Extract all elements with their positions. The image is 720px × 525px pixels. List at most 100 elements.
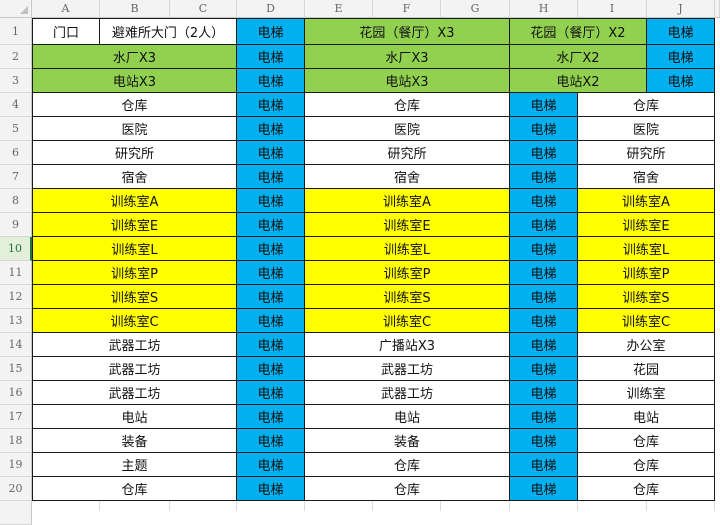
column-header-h[interactable]: H (510, 0, 578, 18)
column-header-c[interactable]: C (170, 0, 237, 18)
cell-e12[interactable]: 训练室S (305, 285, 510, 309)
row-header-10[interactable]: 10 (0, 237, 32, 261)
cell-i13[interactable]: 训练室C (578, 309, 715, 333)
cell-d10[interactable]: 电梯 (237, 237, 305, 261)
cell-d13[interactable]: 电梯 (237, 309, 305, 333)
cell-a16[interactable]: 武器工坊 (32, 381, 237, 405)
cell-h13[interactable]: 电梯 (510, 309, 578, 333)
cell-i16[interactable]: 训练室 (578, 381, 715, 405)
row-header-15[interactable]: 15 (0, 357, 32, 381)
cell-a6[interactable]: 研究所 (32, 141, 237, 165)
row-header-5[interactable]: 5 (0, 117, 32, 141)
row-header-2[interactable]: 2 (0, 45, 32, 69)
row-header-17[interactable]: 17 (0, 405, 32, 429)
cell-h6[interactable]: 电梯 (510, 141, 578, 165)
cell-e10[interactable]: 训练室L (305, 237, 510, 261)
cell-d20[interactable]: 电梯 (237, 477, 305, 501)
cell-e1[interactable]: 花园（餐厅）X3 (305, 18, 510, 45)
cell-h17[interactable]: 电梯 (510, 405, 578, 429)
row-header-16[interactable]: 16 (0, 381, 32, 405)
cell-i5[interactable]: 医院 (578, 117, 715, 141)
cell-a11[interactable]: 训练室P (32, 261, 237, 285)
cell-a3[interactable]: 电站X3 (32, 69, 237, 93)
row-header-6[interactable]: 6 (0, 141, 32, 165)
column-header-d[interactable]: D (237, 0, 305, 18)
cell-e20[interactable]: 仓库 (305, 477, 510, 501)
cell-d11[interactable]: 电梯 (237, 261, 305, 285)
cell-d3[interactable]: 电梯 (237, 69, 305, 93)
cell-d17[interactable]: 电梯 (237, 405, 305, 429)
cell-e7[interactable]: 宿舍 (305, 165, 510, 189)
cell-d9[interactable]: 电梯 (237, 213, 305, 237)
row-header-4[interactable]: 4 (0, 93, 32, 117)
row-header-18[interactable]: 18 (0, 429, 32, 453)
cell-e6[interactable]: 研究所 (305, 141, 510, 165)
cell-e13[interactable]: 训练室C (305, 309, 510, 333)
cell-a4[interactable]: 仓库 (32, 93, 237, 117)
cell-a20[interactable]: 仓库 (32, 477, 237, 501)
cell-d12[interactable]: 电梯 (237, 285, 305, 309)
cell-d19[interactable]: 电梯 (237, 453, 305, 477)
cell-i4[interactable]: 仓库 (578, 93, 715, 117)
cell-e18[interactable]: 装备 (305, 429, 510, 453)
cell-e3[interactable]: 电站X3 (305, 69, 510, 93)
cell-h20[interactable]: 电梯 (510, 477, 578, 501)
cell-i9[interactable]: 训练室E (578, 213, 715, 237)
cell-h16[interactable]: 电梯 (510, 381, 578, 405)
cell-i14[interactable]: 办公室 (578, 333, 715, 357)
row-header-3[interactable]: 3 (0, 69, 32, 93)
cell-h5[interactable]: 电梯 (510, 117, 578, 141)
row-header-9[interactable]: 9 (0, 213, 32, 237)
column-header-f[interactable]: F (373, 0, 441, 18)
cell-h10[interactable]: 电梯 (510, 237, 578, 261)
cell-e16[interactable]: 武器工坊 (305, 381, 510, 405)
cell-e5[interactable]: 医院 (305, 117, 510, 141)
cell-e14[interactable]: 广播站X3 (305, 333, 510, 357)
column-header-j[interactable]: J (647, 0, 715, 18)
cell-i12[interactable]: 训练室S (578, 285, 715, 309)
cell-i8[interactable]: 训练室A (578, 189, 715, 213)
cell-e11[interactable]: 训练室P (305, 261, 510, 285)
row-header-7[interactable]: 7 (0, 165, 32, 189)
cell-h12[interactable]: 电梯 (510, 285, 578, 309)
cell-i11[interactable]: 训练室P (578, 261, 715, 285)
cell-d7[interactable]: 电梯 (237, 165, 305, 189)
cell-a12[interactable]: 训练室S (32, 285, 237, 309)
cell-a13[interactable]: 训练室C (32, 309, 237, 333)
row-header-21[interactable] (0, 501, 32, 525)
cell-h7[interactable]: 电梯 (510, 165, 578, 189)
cell-d5[interactable]: 电梯 (237, 117, 305, 141)
cell-h15[interactable]: 电梯 (510, 357, 578, 381)
cell-a1[interactable]: 门口 (32, 18, 100, 45)
cell-i18[interactable]: 仓库 (578, 429, 715, 453)
cell-a9[interactable]: 训练室E (32, 213, 237, 237)
cell-a17[interactable]: 电站 (32, 405, 237, 429)
cell-d4[interactable]: 电梯 (237, 93, 305, 117)
column-header-a[interactable]: A (32, 0, 100, 18)
row-header-19[interactable]: 19 (0, 453, 32, 477)
row-header-8[interactable]: 8 (0, 189, 32, 213)
cell-h9[interactable]: 电梯 (510, 213, 578, 237)
row-header-12[interactable]: 12 (0, 285, 32, 309)
cell-i15[interactable]: 花园 (578, 357, 715, 381)
cell-e8[interactable]: 训练室A (305, 189, 510, 213)
row-header-11[interactable]: 11 (0, 261, 32, 285)
column-header-b[interactable]: B (100, 0, 170, 18)
cell-a10[interactable]: 训练室L (32, 237, 237, 261)
column-header-e[interactable]: E (305, 0, 373, 18)
cell-h8[interactable]: 电梯 (510, 189, 578, 213)
cell-d6[interactable]: 电梯 (237, 141, 305, 165)
cell-i6[interactable]: 研究所 (578, 141, 715, 165)
cell-h3[interactable]: 电站X2 (510, 69, 647, 93)
cell-e15[interactable]: 武器工坊 (305, 357, 510, 381)
row-header-1[interactable]: 1 (0, 18, 32, 45)
cell-i20[interactable]: 仓库 (578, 477, 715, 501)
row-header-20[interactable]: 20 (0, 477, 32, 501)
cell-a18[interactable]: 装备 (32, 429, 237, 453)
cell-a8[interactable]: 训练室A (32, 189, 237, 213)
cell-d16[interactable]: 电梯 (237, 381, 305, 405)
cell-a5[interactable]: 医院 (32, 117, 237, 141)
column-header-g[interactable]: G (441, 0, 510, 18)
column-header-i[interactable]: I (578, 0, 647, 18)
cell-j2[interactable]: 电梯 (647, 45, 715, 69)
